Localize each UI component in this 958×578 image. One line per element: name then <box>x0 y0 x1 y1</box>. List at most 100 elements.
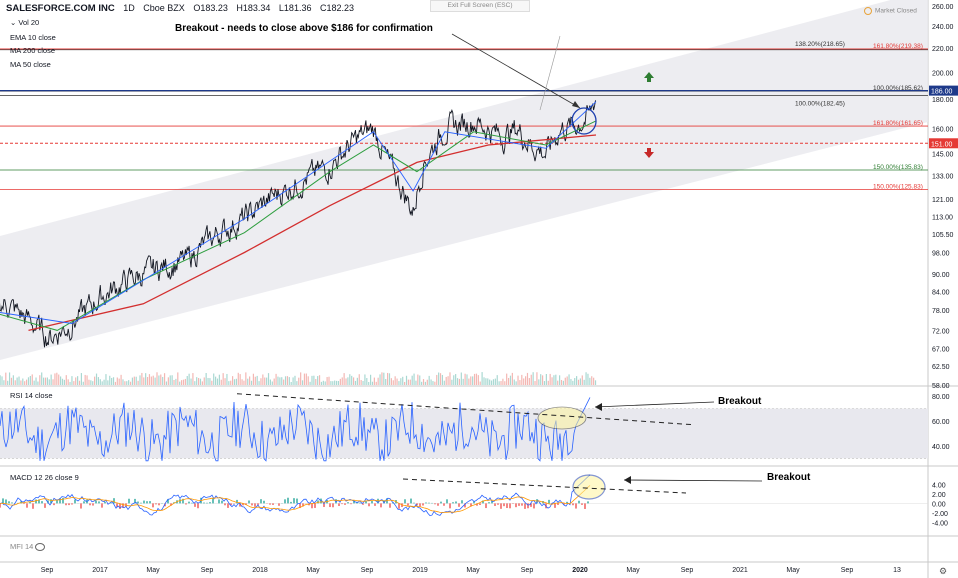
price-series <box>0 100 596 348</box>
price-axis-label: 78.00 <box>932 308 950 315</box>
macd-annotation-arrow <box>623 479 763 482</box>
time-axis-label: May <box>306 567 320 574</box>
price-axis-label: 62.50 <box>932 364 950 371</box>
price-axis-label: 180.00 <box>932 97 954 104</box>
price-marker-label: 151.00 <box>931 141 953 148</box>
fib-label: 161.80%(219.38) <box>873 43 923 50</box>
price-axis-label: 58.00 <box>932 383 950 390</box>
time-axis-label: Sep <box>201 567 214 574</box>
rsi-annotation-arrow <box>594 401 715 408</box>
interval[interactable]: 1D <box>123 3 135 13</box>
annotation-rsi: Breakout <box>718 396 762 407</box>
time-axis-label: 13 <box>893 567 901 574</box>
open-value: O183.23 <box>193 3 228 13</box>
price-axis-label: 200.00 <box>932 70 954 77</box>
time-axis-label: Sep <box>681 567 694 574</box>
price-axis-label: 240.00 <box>932 24 954 31</box>
annotation-arrowhead <box>572 101 580 108</box>
price-marker-bg <box>929 138 958 149</box>
close-value: C182.23 <box>319 3 355 13</box>
price-marker-label: 186.00 <box>931 89 953 96</box>
time-axis-label: 2017 <box>92 567 108 574</box>
legend-ema10[interactable]: EMA 10 close <box>10 33 56 42</box>
price-axis-label: 133.00 <box>932 173 954 180</box>
annotation-macd: Breakout <box>767 472 811 483</box>
price-axis-label: 72.00 <box>932 328 950 335</box>
rsi-trendline <box>236 393 695 426</box>
price-axis-label: 220.00 <box>932 46 954 53</box>
macd-highlight <box>572 474 606 500</box>
annotation-arrow <box>451 33 581 109</box>
settings-icon[interactable]: ⚙ <box>939 566 947 576</box>
rsi-axis-label: 60.00 <box>932 419 950 426</box>
rsi-series <box>0 397 591 462</box>
ma200-series <box>28 134 597 332</box>
down-arrow-icon <box>644 152 654 158</box>
macd-axis-label: -4.00 <box>932 520 948 527</box>
time-axis-label: Sep <box>841 567 854 574</box>
macd-series <box>0 474 591 517</box>
price-axis-label: 145.00 <box>932 152 954 159</box>
macd-arrowhead <box>624 476 631 484</box>
time-axis-label: May <box>786 567 800 574</box>
channel-band <box>0 0 928 360</box>
price-axis-label: 260.00 <box>932 4 954 11</box>
ema10-series <box>0 101 597 324</box>
low-value: L181.36 <box>278 3 312 13</box>
price-axis-label: 84.00 <box>932 289 950 296</box>
fib-label: 138.20%(218.65) <box>795 41 845 48</box>
market-status: Market Closed <box>864 7 917 15</box>
up-arrow-icon <box>644 72 654 78</box>
rsi-highlight <box>537 406 587 430</box>
price-axis-label: 90.00 <box>932 272 950 279</box>
fib-label: 100.00%(185.62) <box>873 85 923 92</box>
price-axis-label: 98.00 <box>932 250 950 257</box>
macd-axis-label: 4.00 <box>932 482 946 489</box>
fib-label: 150.00%(135.83) <box>873 164 923 171</box>
rsi-axis-label: 40.00 <box>932 444 950 451</box>
legend-rsi[interactable]: RSI 14 close <box>10 391 53 400</box>
legend-mfi[interactable]: MFI 14 <box>10 542 48 552</box>
legend-ma200[interactable]: MA 200 close <box>10 46 56 55</box>
signal-series <box>0 485 591 513</box>
rsi-band <box>0 408 928 459</box>
rsi-arrowhead <box>595 403 602 411</box>
clock-icon <box>864 7 872 15</box>
legend-vol[interactable]: ⌄ Vol 20 <box>10 18 40 27</box>
exit-fullscreen-button[interactable]: Exit Full Screen (ESC) <box>430 0 530 12</box>
price-axis-label: 160.00 <box>932 127 954 134</box>
price-axis-label: 121.00 <box>932 197 954 204</box>
exchange: Cboe BZX <box>143 3 185 13</box>
time-axis-label: Sep <box>41 567 54 574</box>
time-axis-label: May <box>146 567 160 574</box>
chart-header: SALESFORCE.COM INC 1D Cboe BZX O183.23 H… <box>6 3 360 14</box>
time-axis-label: 2020 <box>572 567 588 574</box>
time-axis-label: May <box>626 567 640 574</box>
symbol-name[interactable]: SALESFORCE.COM INC <box>6 3 115 14</box>
fib-label: 100.00%(182.45) <box>795 100 845 107</box>
time-axis-label: May <box>466 567 480 574</box>
rsi-axis-label: 80.00 <box>932 394 950 401</box>
fib-label: 150.00%(125.83) <box>873 183 923 190</box>
price-axis-label: 67.00 <box>932 347 950 354</box>
macd-axis-label: 0.00 <box>932 501 946 508</box>
up-arrow-stem <box>647 78 651 82</box>
price-axis-label: 113.00 <box>932 215 953 222</box>
chevron-icon[interactable]: ⌄ <box>10 18 19 27</box>
eye-icon[interactable] <box>35 543 46 552</box>
price-axis-label: 105.50 <box>932 232 954 239</box>
ma50-series <box>0 120 597 331</box>
down-arrow-stem <box>647 148 651 152</box>
high-value: H183.34 <box>236 3 271 13</box>
time-axis-label: 2018 <box>252 567 268 574</box>
price-marker-bg <box>929 85 958 96</box>
time-axis-label: Sep <box>361 567 374 574</box>
legend-macd[interactable]: MACD 12 26 close 9 <box>10 473 79 482</box>
macd-trendline <box>402 478 687 494</box>
time-axis-label: 2021 <box>732 567 748 574</box>
annotation-main: Breakout - needs to close above $186 for… <box>175 23 433 34</box>
legend-ma50[interactable]: MA 50 close <box>10 60 51 69</box>
macd-axis-label: -2.00 <box>932 511 948 518</box>
fib-label: 161.80%(161.65) <box>873 120 923 127</box>
